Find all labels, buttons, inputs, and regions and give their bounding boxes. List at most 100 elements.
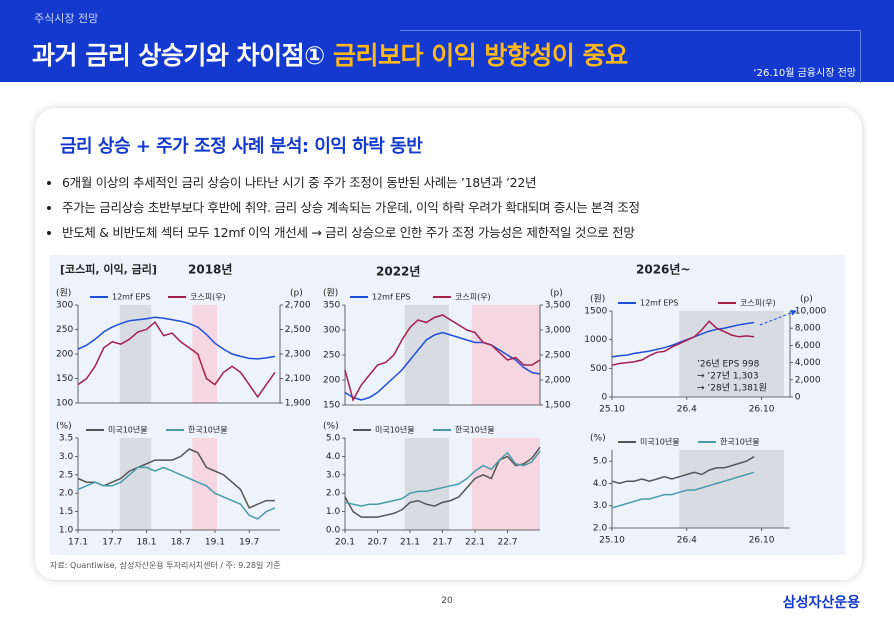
- y-tick-label: 10,000: [795, 307, 827, 317]
- y-tick-label: 8,000: [795, 324, 821, 334]
- legend-label: 12mf EPS: [640, 299, 678, 308]
- legend-label: 한국10년물: [720, 437, 760, 447]
- annotation: ’26년 EPS 998: [697, 359, 760, 370]
- y-tick-label: 1,900: [285, 399, 311, 409]
- y-tick-label: 5.0: [326, 434, 341, 444]
- logo: 삼성자산운용: [782, 595, 860, 611]
- y-tick-label: 2,000: [545, 376, 571, 386]
- y-tick-label: 250: [323, 351, 340, 361]
- legend-label: 미국10년물: [640, 437, 680, 447]
- x-tick-label: 18.7: [171, 538, 191, 548]
- y-tick-label: 200: [323, 376, 340, 386]
- annotation: → ’27년 1,303: [697, 371, 759, 382]
- y-tick-label: 0.0: [326, 526, 341, 536]
- annotation: → ’28년 1,381원: [697, 383, 767, 394]
- y-tick-label: 3.0: [59, 452, 74, 462]
- x-tick-label: 17.7: [102, 538, 122, 548]
- series-line: [344, 331, 541, 401]
- x-tick-label: 26.4: [677, 405, 697, 415]
- series-line: [611, 471, 755, 509]
- x-tick-label: 20.7: [367, 538, 387, 548]
- header: 주식시장 전망 과거 금리 상승기와 차이점① 금리보다 이익 방향성이 중요 …: [0, 0, 894, 83]
- y-tick-label: 150: [323, 401, 340, 411]
- y-tick-label: 350: [323, 301, 340, 311]
- y-tick-label: 2.0: [59, 489, 74, 499]
- y-tick-label: 1000: [584, 335, 607, 345]
- legend-label: 코스피(우): [455, 293, 491, 302]
- y-tick-label: 2,100: [285, 374, 311, 384]
- y-tick-label: 2.0: [326, 489, 341, 499]
- chart-title: 2018년: [188, 263, 232, 277]
- callout-arrow: [759, 310, 797, 326]
- x-tick-label: 22.1: [465, 538, 485, 548]
- shaded-period: [404, 305, 449, 405]
- y-unit: (%): [323, 422, 339, 432]
- y-unit: (원): [323, 288, 338, 299]
- shaded-period: [192, 438, 218, 530]
- series-line: [611, 456, 755, 485]
- y-tick-label: 3,000: [545, 326, 571, 336]
- x-tick-label: 26.10: [749, 536, 775, 546]
- heading: 금리 상승 + 주가 조정 사례 분석: 이익 하락 동반: [60, 136, 423, 157]
- shaded-period: [679, 450, 785, 528]
- bullet-list: 6개월 이상의 추세적인 금리 상승이 나타난 시기 중 주가 조정이 동반된 …: [48, 170, 640, 245]
- chart-title: 2026년~: [636, 263, 691, 277]
- title-main: 과거 금리 상승기와 차이점①: [32, 41, 325, 70]
- shaded-period: [119, 305, 152, 403]
- x-tick-label: 25.10: [599, 536, 625, 546]
- shaded-period: [471, 438, 540, 530]
- legend-label: 한국10년물: [455, 425, 495, 435]
- shaded-period: [471, 305, 540, 405]
- series-line: [77, 448, 275, 509]
- x-tick-label: 26.4: [677, 536, 697, 546]
- chart-title: 2022년: [376, 265, 420, 279]
- y-tick-label: 2.5: [59, 470, 73, 480]
- title: 과거 금리 상승기와 차이점① 금리보다 이익 방향성이 중요: [32, 36, 628, 72]
- y-tick-label: 3.5: [59, 434, 73, 444]
- y2-unit: (p): [800, 295, 813, 305]
- x-tick-label: 26.10: [749, 405, 775, 415]
- y-tick-label: 6,000: [795, 341, 821, 351]
- y-tick-label: 1500: [584, 307, 607, 317]
- x-tick-label: 17.1: [68, 538, 88, 548]
- series-line: [344, 450, 541, 507]
- y-tick-label: 4.0: [593, 479, 608, 489]
- y-tick-label: 300: [323, 326, 340, 336]
- legend-label: 12mf EPS: [372, 293, 410, 302]
- bullet: 6개월 이상의 추세적인 금리 상승이 나타난 시기 중 주가 조정이 동반된 …: [62, 170, 640, 195]
- y-tick-label: 2,700: [285, 301, 311, 311]
- series-line: [344, 314, 541, 402]
- y-tick-label: 2.0: [593, 524, 608, 534]
- series-line: [611, 320, 755, 366]
- series-line: [611, 321, 755, 358]
- y-tick-label: 2,500: [285, 325, 311, 335]
- y2-unit: (p): [550, 289, 563, 299]
- y-tick-label: 1.0: [326, 507, 341, 517]
- series-line: [344, 446, 541, 518]
- page-number: 20: [441, 596, 453, 606]
- y-tick-label: 3.0: [326, 470, 341, 480]
- x-tick-label: 20.1: [335, 538, 355, 548]
- y-tick-label: 4,000: [795, 358, 821, 368]
- series-line: [77, 320, 276, 399]
- source: 자료: Quantiwise, 삼성자산운용 투자리서치센터 / 주: 9.28…: [50, 561, 281, 570]
- y-tick-label: 0: [795, 393, 801, 403]
- y-tick-label: 1.5: [59, 507, 73, 517]
- y-unit: (%): [590, 434, 606, 444]
- y-tick-label: 2,500: [545, 351, 571, 361]
- y-tick-label: 0: [601, 393, 607, 403]
- legend-label: 코스피(우): [740, 299, 776, 308]
- y-unit: (%): [56, 422, 72, 432]
- y-tick-label: 200: [56, 350, 73, 360]
- legend-label: 미국10년물: [108, 425, 148, 435]
- header-rule: [400, 30, 861, 83]
- axis-frame: [611, 311, 791, 398]
- x-tick-label: 19.7: [239, 538, 259, 548]
- x-tick-label: 18.1: [136, 538, 156, 548]
- x-tick-label: 21.7: [432, 538, 452, 548]
- y-tick-label: 150: [56, 374, 73, 384]
- y2-unit: (p): [290, 289, 303, 299]
- y-tick-label: 300: [56, 301, 73, 311]
- shaded-period: [119, 438, 152, 530]
